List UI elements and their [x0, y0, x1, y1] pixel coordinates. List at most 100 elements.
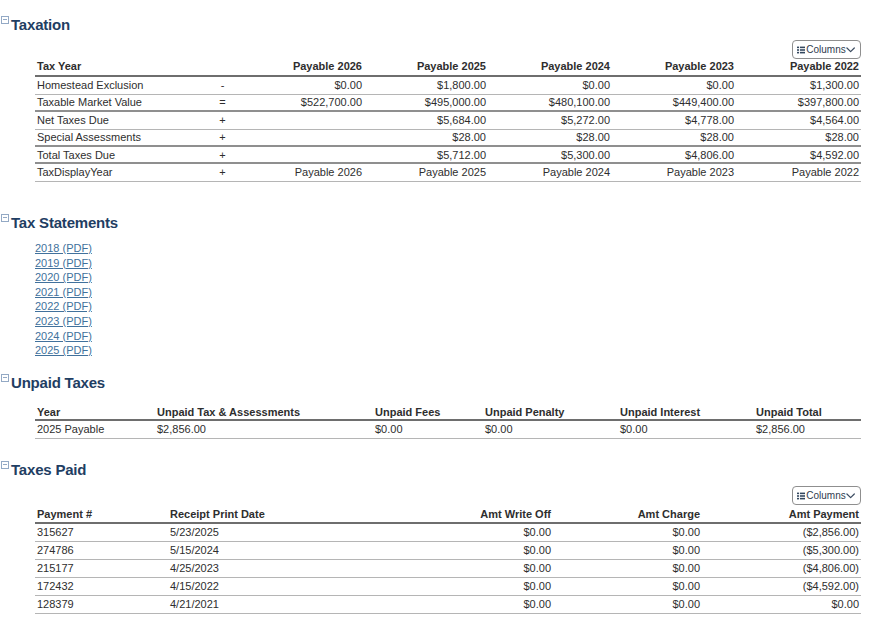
column-header: Unpaid Total	[754, 404, 861, 420]
row-value: $5,684.00	[364, 111, 488, 129]
row-value: Payable 2025	[364, 163, 488, 181]
column-header: Payable 2025	[364, 56, 488, 76]
row-label: Homestead Exclusion	[35, 76, 205, 94]
column-header: Payment #	[35, 505, 168, 523]
row-value: $2,856.00	[754, 420, 861, 438]
chevron-down-icon	[846, 493, 855, 499]
tax-statement-link[interactable]: 2023 (PDF)	[35, 314, 92, 329]
row-value: $4,806.00	[612, 146, 736, 163]
row-value: $0.00	[483, 420, 618, 438]
column-header: Amt Payment	[702, 505, 861, 523]
row-value: $397,800.00	[736, 94, 861, 111]
row-value: $0.00	[702, 595, 861, 613]
row-value: $0.00	[553, 559, 702, 577]
row-value: 128379	[35, 595, 168, 613]
unpaid-table-header-row: YearUnpaid Tax & AssessmentsUnpaid FeesU…	[35, 404, 861, 420]
table-row: 1283794/21/2021$0.00$0.00$0.00	[35, 595, 861, 613]
unpaid-taxes-title: Unpaid Taxes	[11, 374, 105, 392]
column-header: Payable 2026	[240, 56, 364, 76]
table-row: Taxable Market Value=$522,700.00$495,000…	[35, 94, 861, 111]
row-value: 5/23/2025	[168, 523, 425, 541]
column-header: Unpaid Fees	[373, 404, 483, 420]
row-value: $28.00	[364, 129, 488, 146]
column-header: Tax Year	[35, 56, 205, 76]
row-value: $0.00	[425, 595, 553, 613]
row-value: $0.00	[425, 541, 553, 559]
row-operator: +	[205, 111, 240, 129]
row-value: $5,300.00	[488, 146, 612, 163]
table-row: 3156275/23/2025$0.00$0.00($2,856.00)	[35, 523, 861, 541]
row-operator: -	[205, 76, 240, 94]
row-operator: +	[205, 129, 240, 146]
column-header: Payable 2024	[488, 56, 612, 76]
table-row: 2151774/25/2023$0.00$0.00($4,806.00)	[35, 559, 861, 577]
list-icon	[797, 492, 805, 500]
collapse-icon[interactable]	[1, 374, 9, 382]
taxes-paid-section-header: Taxes Paid	[1, 461, 86, 479]
row-label: TaxDisplayYear	[35, 163, 205, 181]
row-value: 172432	[35, 577, 168, 595]
table-row: 1724324/15/2022$0.00$0.00($4,592.00)	[35, 577, 861, 595]
tax-statements-section-header: Tax Statements	[1, 214, 118, 232]
column-header: Unpaid Interest	[618, 404, 754, 420]
row-value: Payable 2026	[240, 163, 364, 181]
column-header: Unpaid Tax & Assessments	[155, 404, 373, 420]
columns-button-label: Columns	[806, 44, 845, 55]
taxation-title: Taxation	[11, 16, 70, 34]
column-header: Unpaid Penalty	[483, 404, 618, 420]
row-value: $4,778.00	[612, 111, 736, 129]
row-value: $1,300.00	[736, 76, 861, 94]
taxes-paid-table: Payment #Receipt Print DateAmt Write Off…	[35, 505, 861, 614]
row-value: $4,592.00	[736, 146, 861, 163]
row-value: $0.00	[425, 577, 553, 595]
column-header: Payable 2022	[736, 56, 861, 76]
row-value: $0.00	[612, 76, 736, 94]
row-value: $1,800.00	[364, 76, 488, 94]
collapse-icon[interactable]	[1, 461, 9, 469]
row-value: ($4,592.00)	[702, 577, 861, 595]
list-icon	[797, 46, 805, 54]
columns-button[interactable]: Columns	[792, 486, 861, 505]
row-value: ($4,806.00)	[702, 559, 861, 577]
row-value: $0.00	[425, 523, 553, 541]
tax-statement-link[interactable]: 2018 (PDF)	[35, 241, 92, 256]
taxes-paid-title: Taxes Paid	[11, 461, 86, 479]
column-header: Amt Write Off	[425, 505, 553, 523]
unpaid-taxes-table: YearUnpaid Tax & AssessmentsUnpaid FeesU…	[35, 404, 861, 439]
row-value: 215177	[35, 559, 168, 577]
tax-statement-link[interactable]: 2022 (PDF)	[35, 299, 92, 314]
row-value	[240, 129, 364, 146]
row-label: Total Taxes Due	[35, 146, 205, 163]
row-value: 4/25/2023	[168, 559, 425, 577]
tax-statement-link[interactable]: 2020 (PDF)	[35, 270, 92, 285]
row-value: 4/15/2022	[168, 577, 425, 595]
tax-statement-link[interactable]: 2025 (PDF)	[35, 343, 92, 358]
tax-statement-links: 2018 (PDF)2019 (PDF)2020 (PDF)2021 (PDF)…	[35, 241, 92, 358]
row-value: 5/15/2024	[168, 541, 425, 559]
row-label: Special Assessments	[35, 129, 205, 146]
column-header	[205, 56, 240, 76]
table-row: Homestead Exclusion-$0.00$1,800.00$0.00$…	[35, 76, 861, 94]
row-value: ($2,856.00)	[702, 523, 861, 541]
row-value: 274786	[35, 541, 168, 559]
taxation-table-header-row: Tax YearPayable 2026Payable 2025Payable …	[35, 56, 861, 76]
tax-statement-link[interactable]: 2024 (PDF)	[35, 329, 92, 344]
row-operator: =	[205, 94, 240, 111]
row-value: Payable 2022	[736, 163, 861, 181]
tax-statement-link[interactable]: 2019 (PDF)	[35, 256, 92, 271]
row-value: $5,272.00	[488, 111, 612, 129]
row-value: 4/21/2021	[168, 595, 425, 613]
tax-statement-link[interactable]: 2021 (PDF)	[35, 285, 92, 300]
row-value: 2025 Payable	[35, 420, 155, 438]
column-header: Payable 2023	[612, 56, 736, 76]
row-value: $495,000.00	[364, 94, 488, 111]
collapse-icon[interactable]	[1, 16, 9, 24]
row-value: $0.00	[553, 595, 702, 613]
row-operator: +	[205, 163, 240, 181]
row-value: $28.00	[612, 129, 736, 146]
row-value: 315627	[35, 523, 168, 541]
chevron-down-icon	[846, 47, 855, 53]
row-value: ($5,300.00)	[702, 541, 861, 559]
row-value: $0.00	[553, 541, 702, 559]
collapse-icon[interactable]	[1, 214, 9, 222]
